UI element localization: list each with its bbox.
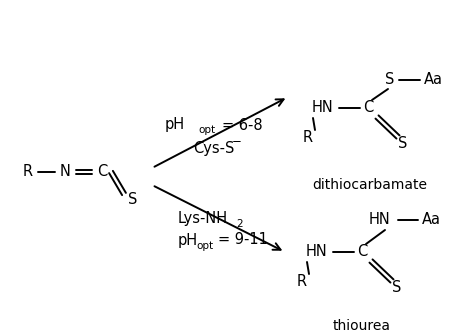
Text: S: S (398, 135, 408, 151)
Text: opt: opt (196, 241, 213, 251)
Text: N: N (60, 165, 71, 179)
Text: pH: pH (178, 233, 198, 248)
Text: −: − (232, 134, 242, 148)
Text: thiourea: thiourea (333, 319, 391, 333)
Text: dithiocarbamate: dithiocarbamate (312, 178, 428, 192)
Text: S: S (128, 193, 137, 208)
Text: Aa: Aa (423, 73, 443, 87)
Text: S: S (385, 73, 395, 87)
Text: HN: HN (369, 212, 391, 227)
Text: opt: opt (198, 125, 215, 135)
Text: C: C (97, 165, 107, 179)
Text: HN: HN (306, 245, 328, 259)
Text: Cys-S: Cys-S (193, 140, 234, 156)
Text: Lys-NH: Lys-NH (178, 210, 228, 225)
Text: R: R (23, 165, 33, 179)
Text: HN: HN (312, 100, 334, 116)
Text: Aa: Aa (421, 212, 440, 227)
Text: S: S (392, 280, 401, 294)
Text: C: C (357, 245, 367, 259)
Text: C: C (363, 100, 373, 116)
Text: = 6-8: = 6-8 (222, 118, 263, 132)
Text: = 9-11: = 9-11 (218, 233, 268, 248)
Text: R: R (297, 275, 307, 290)
Text: pH: pH (165, 118, 185, 132)
Text: R: R (303, 130, 313, 145)
Text: 2: 2 (236, 219, 243, 229)
